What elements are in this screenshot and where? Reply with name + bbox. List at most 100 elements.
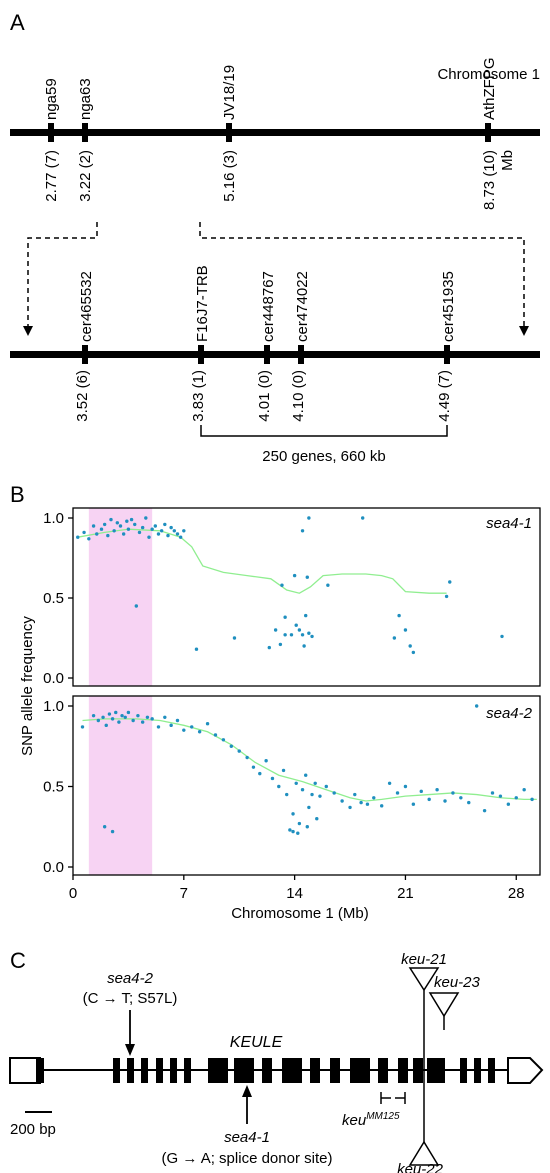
bottom-marker-name: F16J7-TRB <box>194 265 211 342</box>
top-marker-pos: 3.22 (2) <box>77 150 94 202</box>
top-marker-name: AthZFPG <box>481 57 498 120</box>
data-point <box>99 527 104 531</box>
data-point <box>291 812 295 816</box>
data-point <box>444 594 449 599</box>
data-point <box>91 713 96 718</box>
data-point <box>408 644 412 648</box>
y-tick-label: 1.0 <box>43 698 64 715</box>
data-point <box>482 808 487 813</box>
data-point <box>360 516 365 520</box>
data-point <box>387 781 392 785</box>
bottom-marker-pos: 4.01 (0) <box>256 370 273 422</box>
data-point <box>144 516 148 520</box>
exon <box>208 1058 228 1083</box>
exon <box>282 1058 302 1083</box>
data-point <box>297 628 302 632</box>
data-point <box>348 805 352 810</box>
data-point <box>326 583 330 587</box>
sea4-2-change: (C → T; S57L) <box>83 990 178 1007</box>
utr-5prime <box>9 1057 41 1084</box>
data-point <box>169 723 173 728</box>
exon <box>127 1058 134 1083</box>
data-point <box>310 634 314 639</box>
chromosome-bar-zoomed <box>10 351 540 358</box>
data-point <box>172 529 177 533</box>
data-point <box>125 519 129 523</box>
y-tick-label: 1.0 <box>43 510 64 527</box>
data-point <box>182 529 186 533</box>
exon <box>398 1058 408 1083</box>
data-point <box>304 773 308 777</box>
data-point <box>159 529 164 533</box>
data-point <box>283 633 287 637</box>
panel-letter-b: B <box>10 482 25 507</box>
exon <box>474 1058 481 1083</box>
x-axis-title: Chromosome 1 (Mb) <box>231 905 369 922</box>
top-marker-pos: 2.77 (7) <box>43 150 60 202</box>
data-point <box>280 583 284 587</box>
data-point <box>392 636 397 640</box>
exon <box>234 1058 254 1083</box>
trend-line-sea4-1 <box>77 528 447 594</box>
y-axis-title: SNP allele frequency <box>19 616 36 756</box>
insertion-triangle-icon <box>408 1140 440 1166</box>
data-point <box>292 573 297 578</box>
highlight-region-1 <box>88 508 153 686</box>
plot-sea4-1: 0.0 0.5 1.0 sea4-1 <box>43 507 541 687</box>
data-point <box>304 613 308 618</box>
data-point <box>194 647 199 651</box>
data-point <box>340 799 344 803</box>
bottom-marker-cer451935: cer451935 4.49 (7) <box>436 271 457 422</box>
top-marker-jv18-19: JV18/19 5.16 (3) <box>221 65 238 202</box>
data-point <box>490 791 495 795</box>
gene-name: KEULE <box>230 1034 283 1051</box>
data-point <box>300 633 305 637</box>
data-point <box>80 725 85 729</box>
series-label-sea4-1: sea4-1 <box>486 515 532 532</box>
insertion-triangle-icon <box>408 967 440 992</box>
data-point <box>229 744 234 748</box>
exon-1 <box>36 1058 44 1083</box>
data-point <box>307 516 311 520</box>
data-point <box>277 784 281 789</box>
data-point <box>300 788 305 792</box>
data-point <box>305 825 309 829</box>
data-point <box>232 636 237 640</box>
data-point <box>294 623 298 627</box>
bottom-marker-cer465532: cer465532 3.52 (6) <box>74 271 95 422</box>
data-point <box>163 522 167 527</box>
data-point <box>107 712 112 716</box>
data-point <box>175 532 180 536</box>
exon <box>141 1058 148 1083</box>
top-marker-pos: 5.16 (3) <box>221 150 238 202</box>
scale-bar-label: 200 bp <box>10 1121 56 1138</box>
data-point <box>82 530 86 535</box>
x-tick-label: 21 <box>397 885 414 902</box>
exon <box>427 1058 445 1083</box>
data-point <box>147 535 151 539</box>
data-point <box>300 529 305 533</box>
data-point <box>419 789 423 794</box>
data-point <box>213 733 218 737</box>
data-point <box>150 717 154 721</box>
data-point <box>150 527 154 531</box>
data-point <box>166 533 170 538</box>
data-point <box>289 633 294 637</box>
data-point <box>500 634 504 639</box>
data-point <box>136 713 140 718</box>
bottom-marker-pos: 4.10 (0) <box>290 370 307 422</box>
data-point <box>435 788 439 792</box>
keu-23-label: keu-23 <box>434 974 481 991</box>
data-point <box>443 799 447 803</box>
highlight-region-2 <box>88 696 153 875</box>
data-point <box>379 804 384 808</box>
zoom-connector-left <box>23 222 98 336</box>
data-point <box>156 725 161 729</box>
data-point <box>297 821 302 826</box>
data-point <box>153 524 158 528</box>
data-point <box>237 749 241 753</box>
plot-frame-1 <box>72 507 541 687</box>
exon <box>262 1058 272 1083</box>
data-point <box>397 613 401 618</box>
x-tick-label: 14 <box>286 885 303 902</box>
